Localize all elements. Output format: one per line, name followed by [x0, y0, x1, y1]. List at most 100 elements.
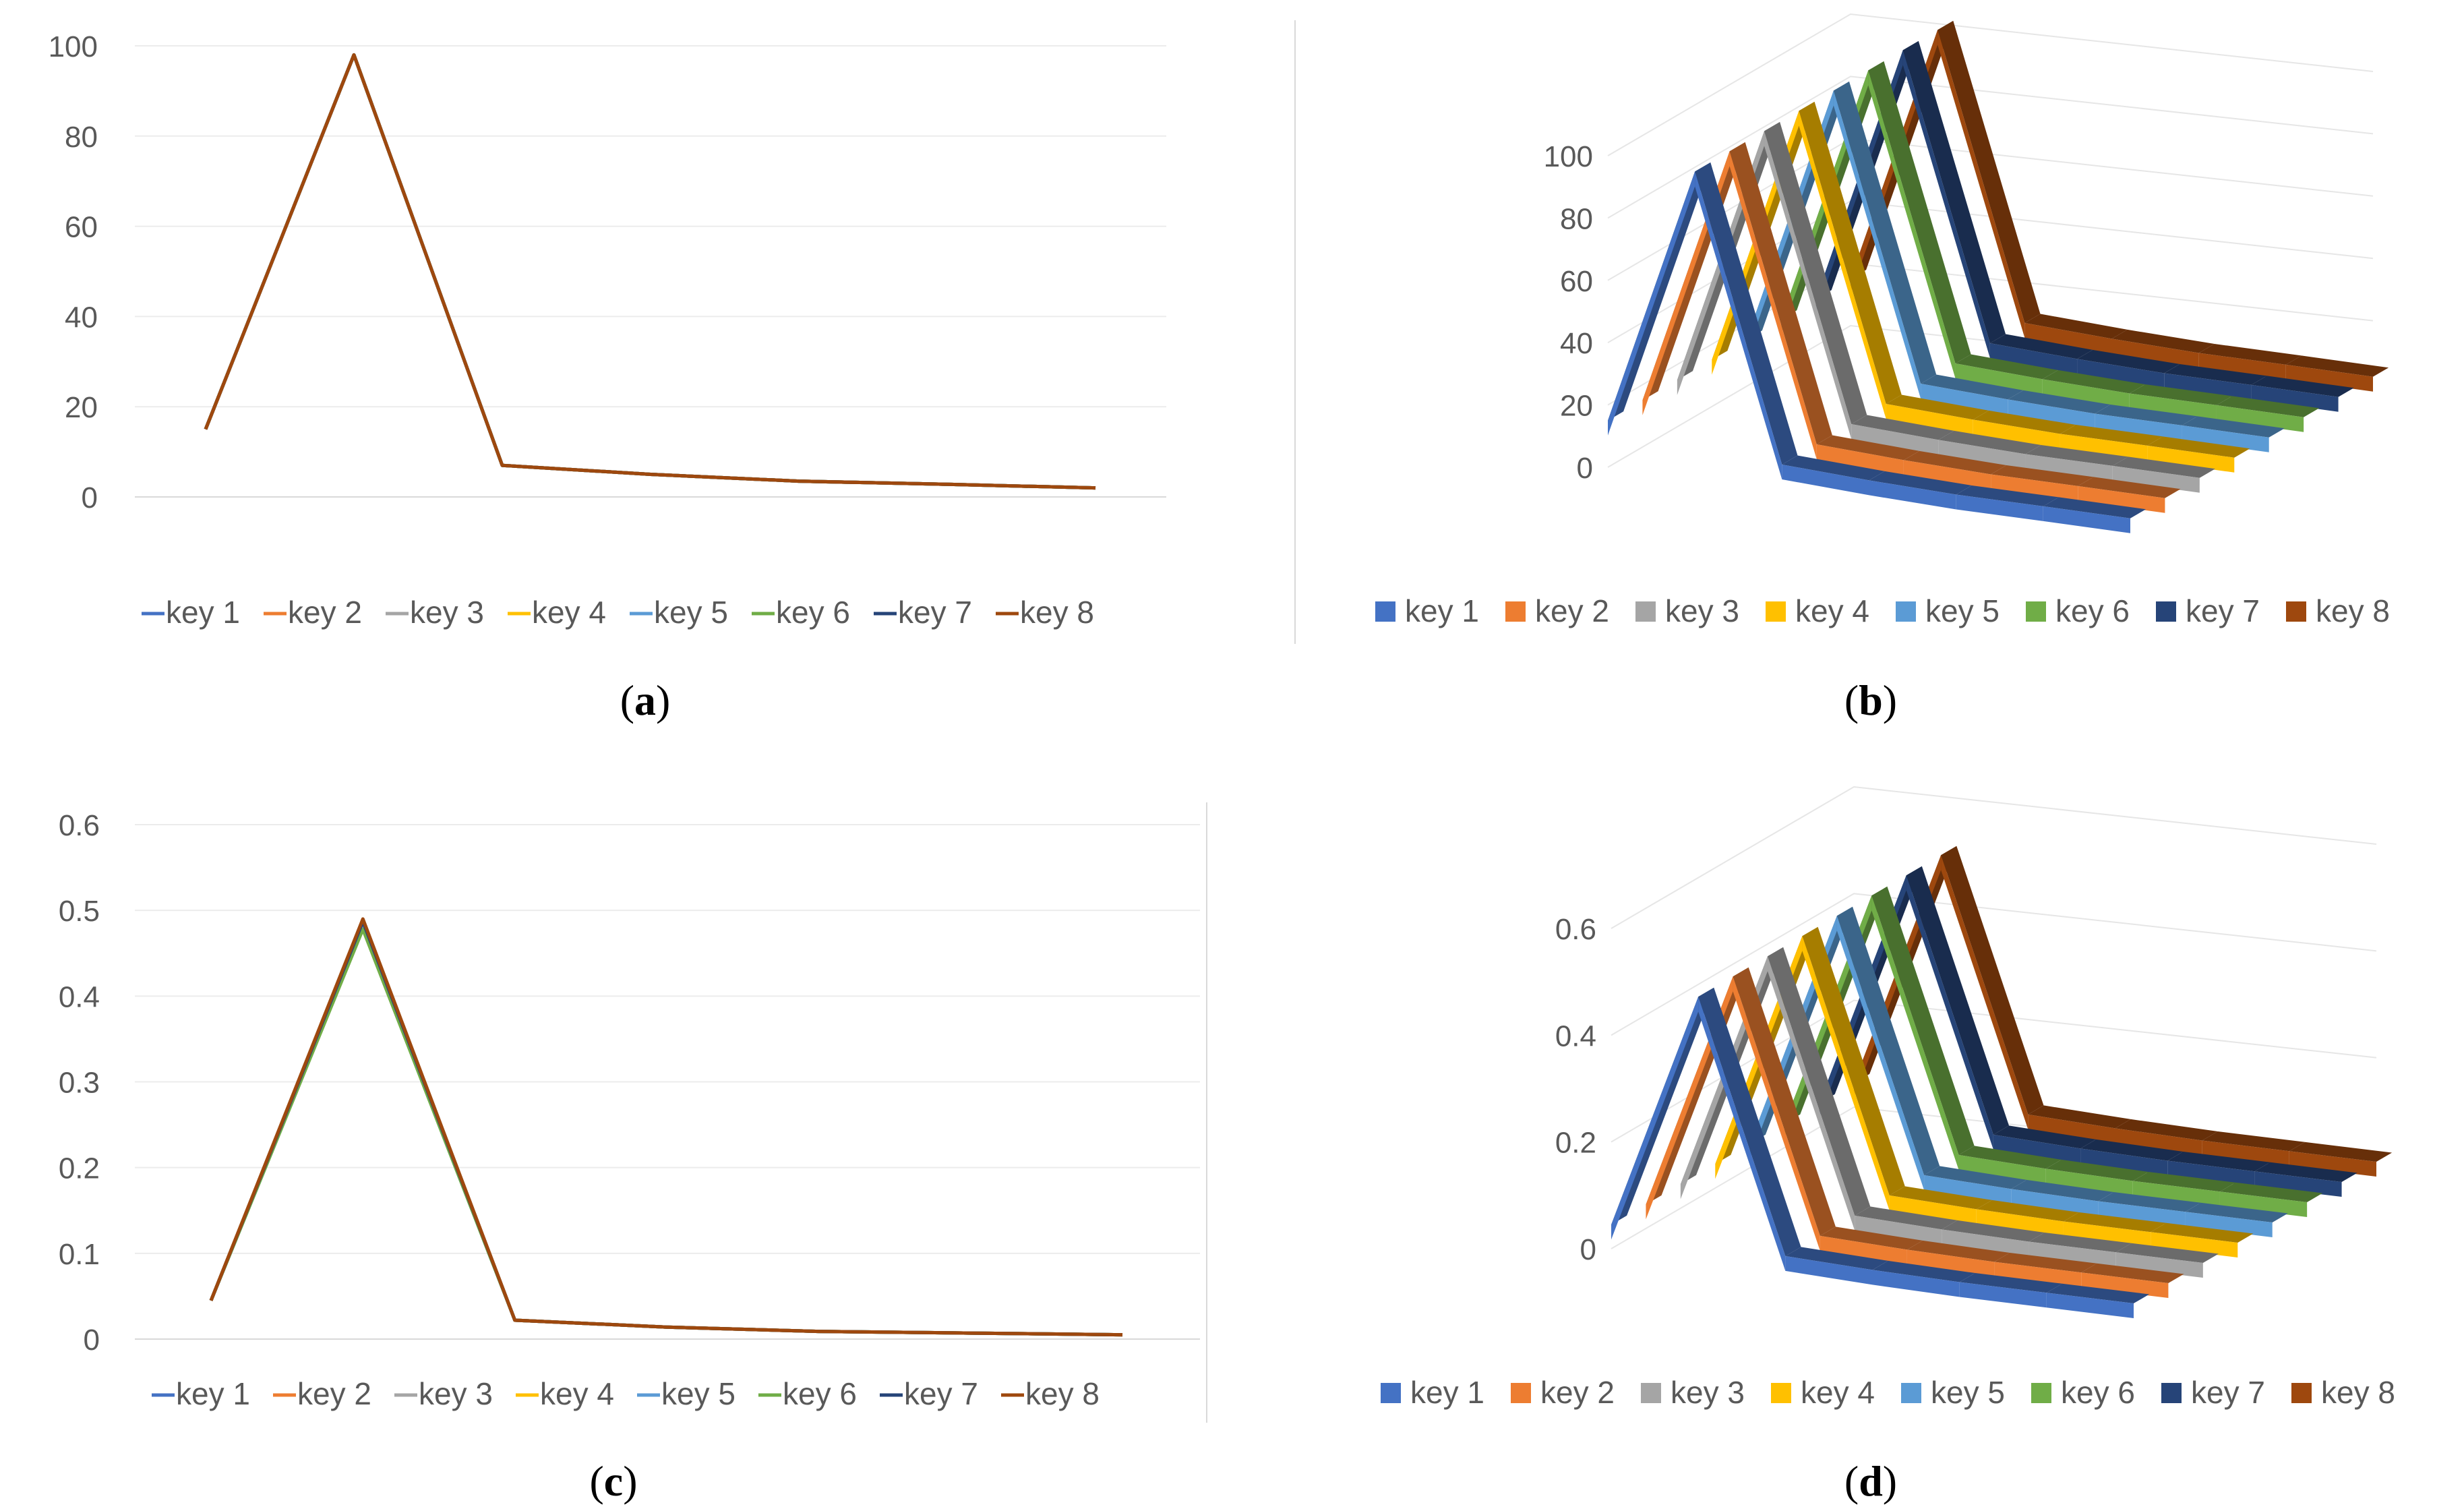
- series-ribbon-top-8: [2285, 355, 2389, 377]
- series-line-7: [204, 53, 1096, 490]
- series-ribbon-top-1: [2043, 497, 2146, 519]
- series-ribbon-4: [1973, 419, 2060, 449]
- series-ribbon-4: [2151, 1232, 2238, 1258]
- y-tick-label: 0.2: [59, 1152, 100, 1185]
- series-ribbon-top-1: [1785, 1247, 1888, 1270]
- legend-label: key 1: [1405, 593, 1479, 628]
- series-ribbon-top-3: [2029, 1233, 2132, 1253]
- series-ribbon-top-2: [1729, 142, 1832, 444]
- y-tick-label: 0.5: [59, 895, 100, 928]
- series-ribbon-top-6: [1958, 1146, 2062, 1169]
- series-ribbon-1: [1869, 480, 1956, 510]
- series-ribbon-4: [2063, 1221, 2151, 1247]
- series-ribbon-top-5: [1924, 1166, 2027, 1189]
- y-tick-label: 20: [65, 391, 98, 424]
- series-ribbon-top-2: [1816, 435, 1920, 461]
- series-ribbon-top-8: [2028, 1105, 2131, 1129]
- series-ribbon-top-4: [1886, 394, 1989, 420]
- series-line-7: [209, 920, 1123, 1337]
- y-tick-label: 40: [65, 301, 98, 334]
- series-ribbon-4: [1802, 936, 1890, 1210]
- series-ribbon-top-6: [2216, 396, 2320, 417]
- series-ribbon-1: [1956, 494, 2043, 521]
- series-line-1: [204, 53, 1096, 490]
- legend-label: key 7: [904, 1376, 978, 1411]
- series-line-4: [209, 918, 1123, 1337]
- series-ribbon-2: [1816, 444, 1904, 475]
- series-ribbon-top-7: [1902, 40, 2006, 343]
- series-ribbon-top-5: [2098, 1192, 2201, 1212]
- legend-square-marker: [2026, 601, 2046, 622]
- series-ribbon-top-4: [2063, 1212, 2167, 1233]
- legend-label: key 1: [166, 595, 240, 630]
- legend-label: key 7: [2186, 593, 2260, 628]
- series-ribbon-2: [1991, 474, 2078, 501]
- series-ribbon-3: [1938, 440, 2026, 469]
- series-ribbon-5: [2011, 1189, 2099, 1216]
- series-ribbon-2: [1733, 976, 1820, 1251]
- legend-square-marker: [1641, 1383, 1661, 1403]
- series-ribbon-3: [2115, 1252, 2203, 1278]
- series-ribbon-8: [1937, 30, 2025, 338]
- series-ribbon-top-5: [1921, 374, 2024, 400]
- series-ribbon-5: [2095, 413, 2182, 440]
- series-ribbon-top-3: [1942, 1220, 2045, 1242]
- legend-label: key 8: [1025, 1376, 1100, 1411]
- series-ribbon-top-2: [1991, 465, 2094, 486]
- y-tick-label: 40: [1560, 327, 1593, 360]
- series-ribbon-top-8: [2024, 314, 2128, 339]
- series-ribbon-top-7: [1993, 1125, 2097, 1149]
- series-ribbon-top-8: [1941, 846, 2044, 1115]
- y-tick-label: 0.6: [1555, 913, 1596, 946]
- series-ribbon-5: [1924, 1175, 2012, 1204]
- legend-label: key 2: [1535, 593, 1609, 628]
- legend-square-marker: [2291, 1383, 2312, 1403]
- series-ribbon-7: [2254, 1171, 2342, 1197]
- series-ribbon-7: [1989, 343, 2078, 374]
- series-ribbon-top-3: [2115, 1243, 2219, 1264]
- y-tick-label: 80: [1560, 202, 1593, 235]
- series-ribbon-3: [1764, 131, 1852, 439]
- legend-square-marker: [1375, 601, 1395, 622]
- series-line-3: [204, 53, 1096, 490]
- panel-caption: (c): [589, 1457, 637, 1505]
- series-ribbon-5: [2098, 1201, 2186, 1227]
- legend-label: key 6: [2061, 1375, 2135, 1410]
- series-ribbon-top-7: [2080, 1139, 2184, 1161]
- series-ribbon-top-4: [1799, 101, 1902, 404]
- series-ribbon-4: [1889, 1195, 1977, 1224]
- legend-label: key 4: [540, 1376, 614, 1411]
- series-line-6: [209, 927, 1123, 1337]
- series-ribbon-3: [1851, 423, 1939, 455]
- series-ribbon-1: [1698, 997, 1786, 1271]
- legend-square-marker: [2286, 601, 2306, 622]
- series-ribbon-1: [2046, 1293, 2134, 1319]
- legend-label: key 2: [297, 1376, 371, 1411]
- y-tick-label: 60: [65, 211, 98, 244]
- legend-square-marker: [1511, 1383, 1531, 1403]
- series-ribbon-8: [2028, 1114, 2115, 1144]
- series-ribbon-2: [2078, 485, 2165, 513]
- series-ribbon-top-7: [2251, 376, 2354, 397]
- series-ribbon-top-3: [1768, 947, 1871, 1216]
- series-ribbon-1: [1959, 1282, 2047, 1308]
- y-tick-label: 0.3: [59, 1067, 100, 1100]
- series-ribbon-top-1: [1698, 987, 1801, 1256]
- chart-c: 0 0.1 0.2 0.3 0.4 0.5 0.6 key 1 key 2 key 3 key 4 k…: [59, 809, 1200, 1505]
- legend-label: key 1: [1410, 1375, 1484, 1410]
- series-ribbon-5: [1833, 90, 1921, 398]
- legend-square-marker: [2031, 1383, 2051, 1403]
- chart-d: 0 0.2 0.4 0.6 key 1 key 2 key 3 key 4 key 5 key 6…: [1381, 786, 2395, 1505]
- series-ribbon-top-3: [2112, 456, 2215, 478]
- panel-caption: (d): [1844, 1457, 1897, 1505]
- series-ribbon-top-5: [1833, 81, 1937, 384]
- series-ribbon-2: [1903, 460, 1991, 490]
- series-ribbon-2: [1906, 1249, 1995, 1277]
- series-line-5: [209, 920, 1123, 1337]
- series-ribbon-3: [1768, 956, 1855, 1231]
- series-line-1: [209, 918, 1123, 1337]
- series-ribbon-top-4: [2060, 424, 2163, 446]
- series-ribbon-4: [2060, 434, 2148, 461]
- series-ribbon-4: [1799, 111, 1886, 419]
- series-ribbon-1: [1695, 171, 1782, 479]
